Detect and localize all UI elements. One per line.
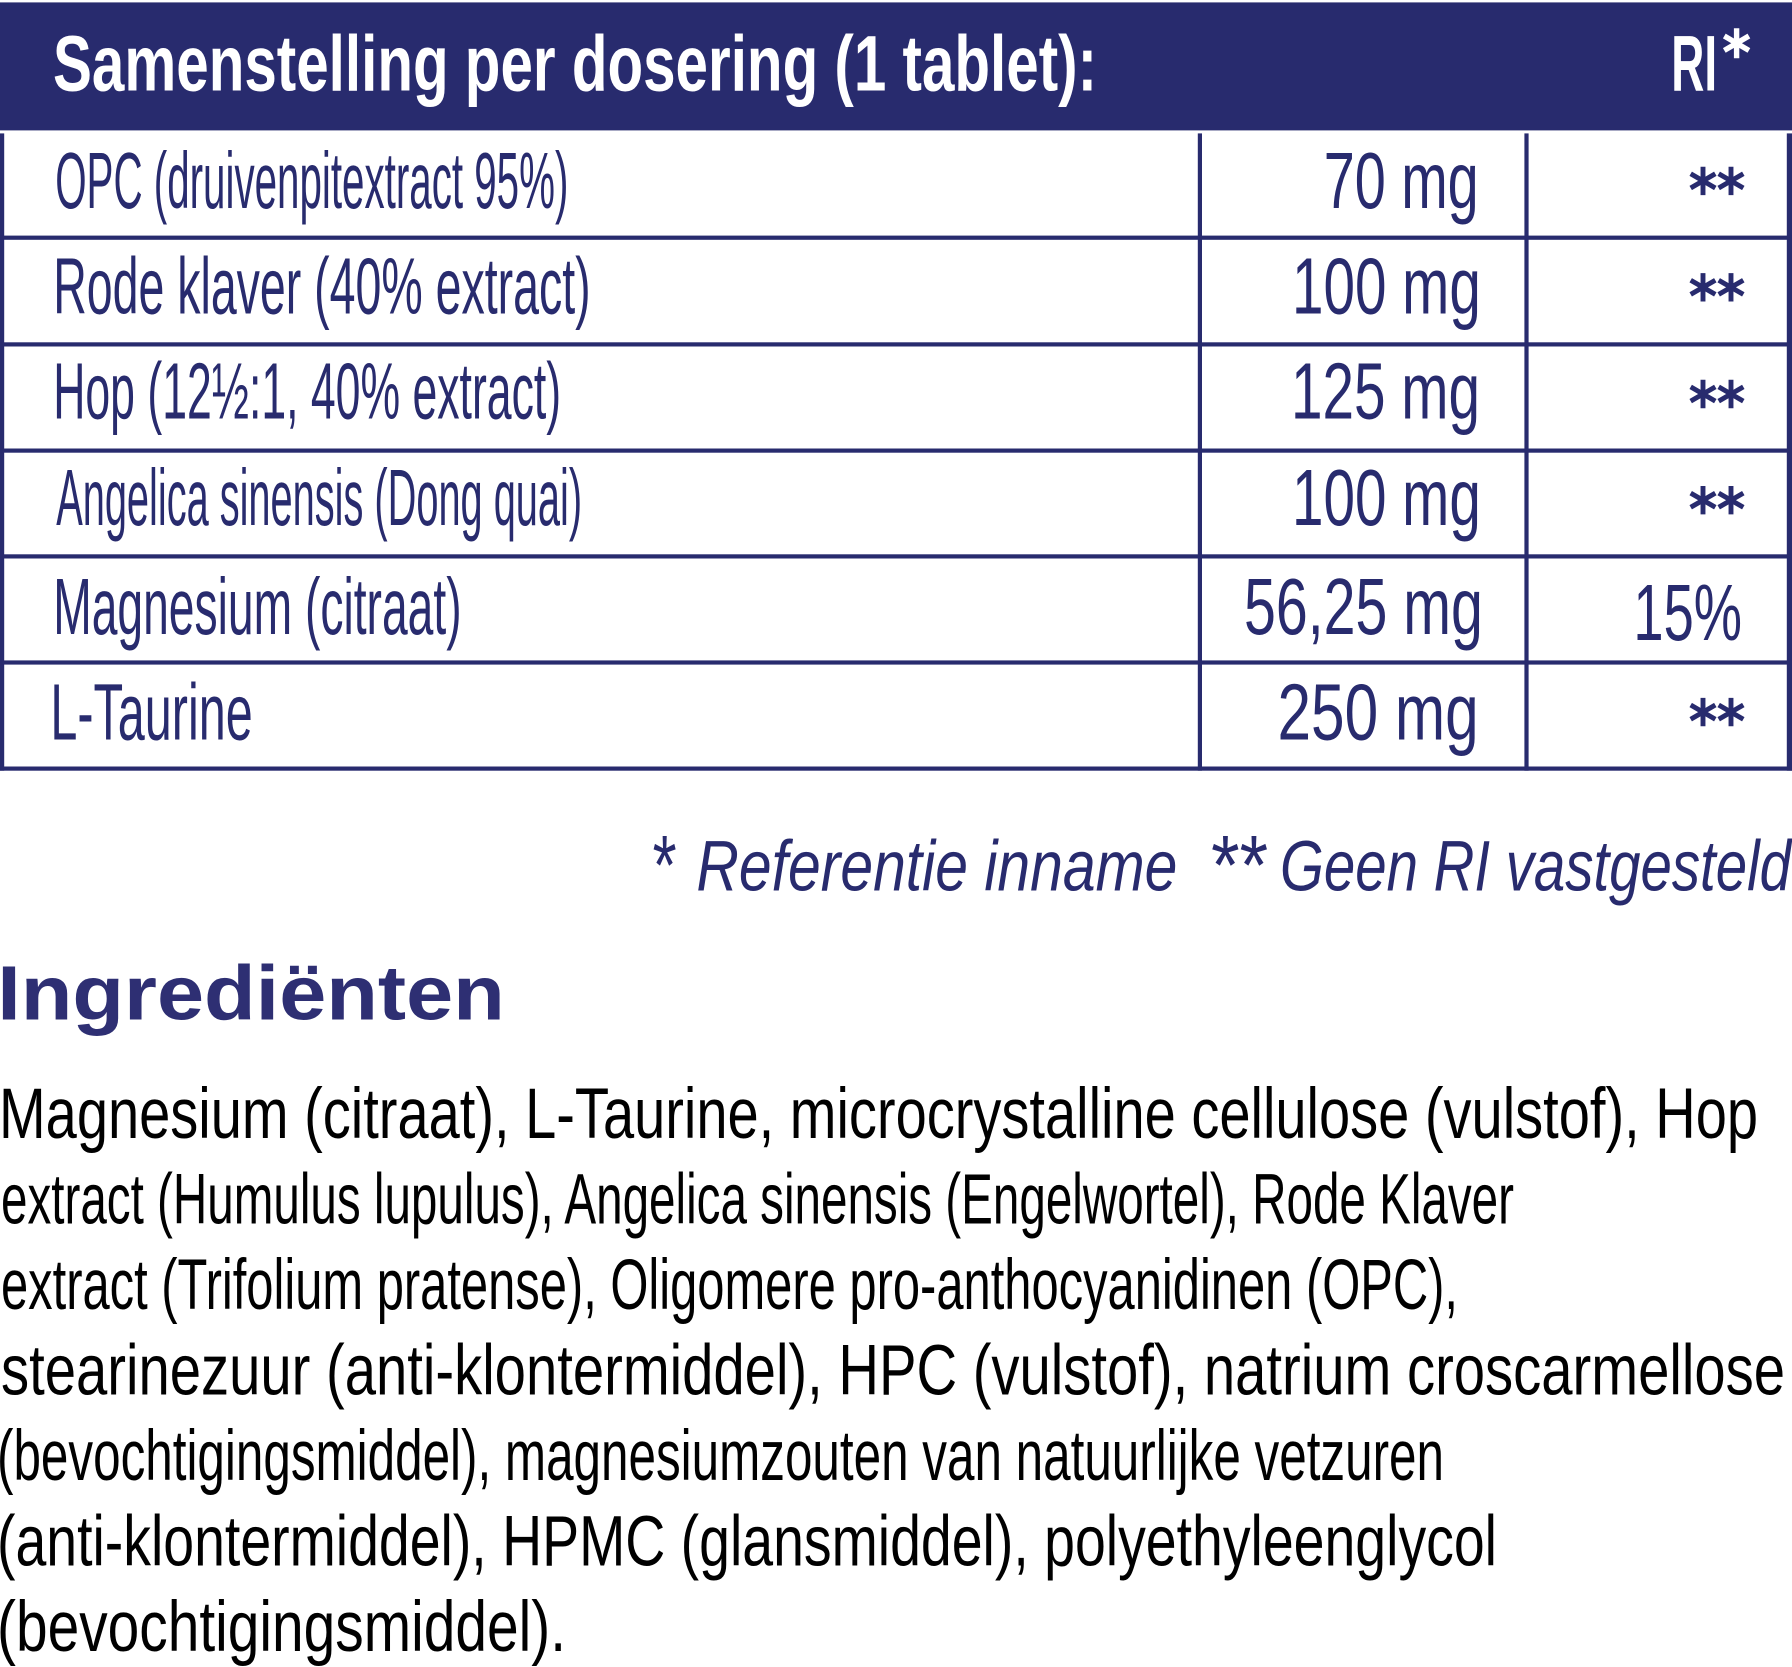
svg-text:L-Taurine: L-Taurine [50,668,252,757]
svg-text:RI: RI [1671,19,1717,107]
svg-text:15%: 15% [1633,568,1742,657]
svg-text:(bevochtigingsmiddel), magnesi: (bevochtigingsmiddel), magnesiumzouten v… [0,1417,1444,1496]
svg-text:**: ** [1208,818,1267,912]
svg-text:100 mg: 100 mg [1292,453,1481,542]
svg-text:(anti-klontermiddel), HPMC (gl: (anti-klontermiddel), HPMC (glansmiddel)… [0,1503,1497,1582]
svg-text:extract (Trifolium pratense),: extract (Trifolium pratense), Oligomere … [1,1246,1458,1325]
svg-text:250 mg: 250 mg [1278,668,1479,757]
svg-text:OPC (druivenpitextract 95%): OPC (druivenpitextract 95%) [55,136,568,225]
svg-text:Referentie inname: Referentie inname [696,827,1177,906]
svg-text:Samenstelling per dosering (1: Samenstelling per dosering (1 tablet): [53,19,1097,107]
svg-text:(bevochtigingsmiddel).: (bevochtigingsmiddel). [0,1588,566,1667]
svg-text:70 mg: 70 mg [1324,136,1479,225]
svg-text:56,25 mg: 56,25 mg [1244,562,1483,651]
svg-text:Angelica sinensis (Dong quai): Angelica sinensis (Dong quai) [56,453,582,542]
svg-text:*: * [650,818,676,912]
svg-text:stearinezuur (anti-klontermidd: stearinezuur (anti-klontermiddel), HPC (… [1,1332,1785,1411]
svg-text:Geen RI vastgesteld: Geen RI vastgesteld [1280,827,1792,906]
svg-text:100 mg: 100 mg [1292,242,1481,331]
svg-text:Rode klaver (40% extract): Rode klaver (40% extract) [53,242,590,331]
svg-text:Ingrediënten: Ingrediënten [0,951,505,1037]
svg-text:extract (Humulus lupulus), Ang: extract (Humulus lupulus), Angelica sine… [1,1161,1514,1240]
svg-text:Hop (12½:1, 40% extract): Hop (12½:1, 40% extract) [53,347,561,436]
svg-text:Magnesium (citraat): Magnesium (citraat) [53,562,461,651]
svg-text:125 mg: 125 mg [1291,347,1480,436]
svg-text:Magnesium (citraat), L-Taurine: Magnesium (citraat), L-Taurine, microcry… [0,1075,1758,1154]
